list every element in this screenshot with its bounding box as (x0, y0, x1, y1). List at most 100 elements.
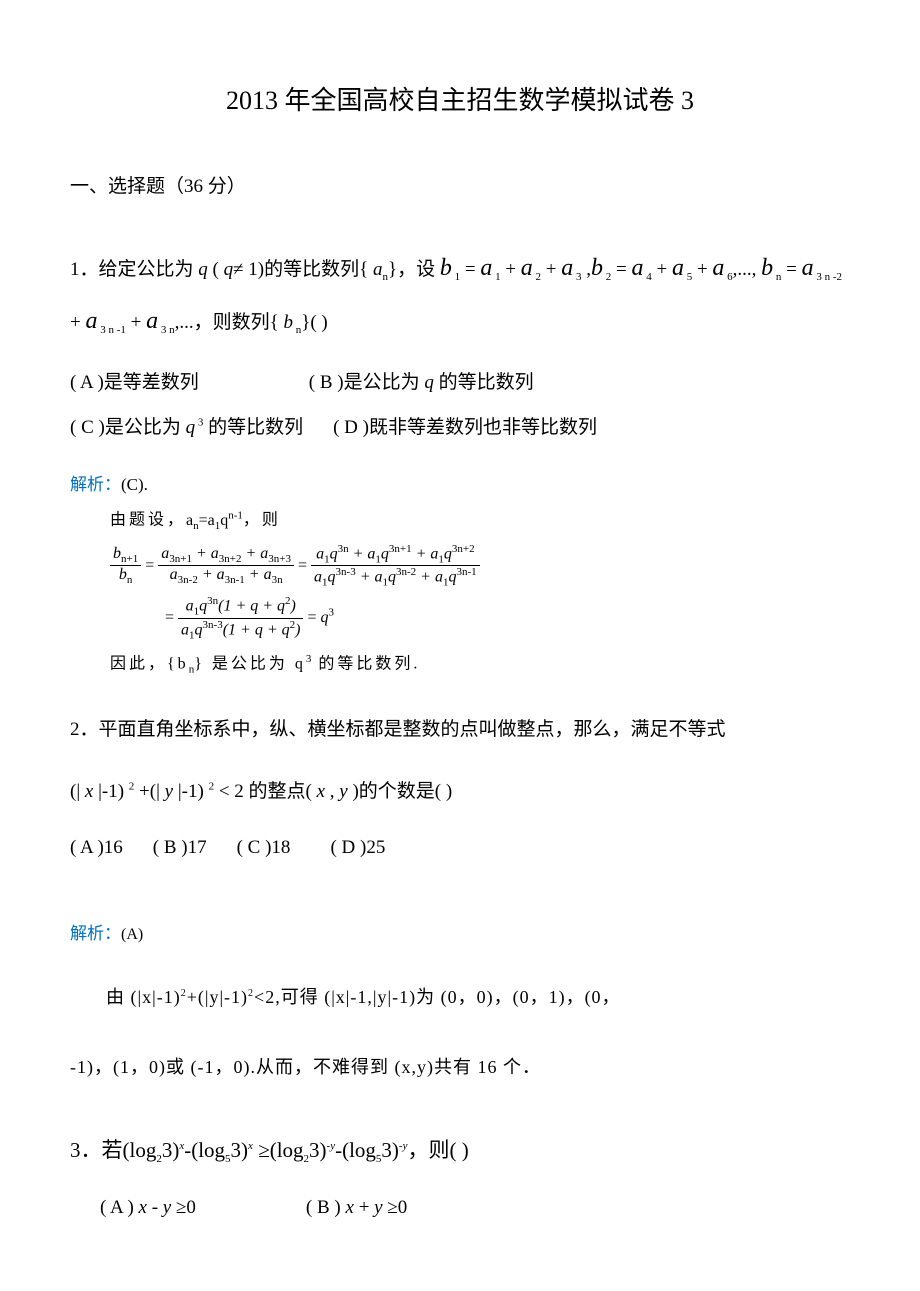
text: , (325, 781, 339, 802)
sup-ny: -y (327, 1140, 336, 1152)
q2-analysis-line2: -1)，(1，0)或 (-1，0).从而，不难得到 (x,y)共有 16 个． (70, 1048, 850, 1088)
text: + (354, 1197, 374, 1218)
var-q: q (198, 259, 208, 280)
plus: + (501, 259, 521, 280)
text: } 是公比为 q (194, 655, 306, 672)
sub: 2 (603, 271, 611, 283)
var-y: y (339, 781, 347, 802)
text: ，则 (243, 512, 281, 529)
text: +(| (134, 781, 164, 802)
sub: 5 (684, 271, 692, 283)
q1-options-line1: ( A )是等差数列( B )是公比为 q 的等比数列 (70, 360, 850, 406)
opt-b: ( B ) (306, 1197, 346, 1218)
sub: 2 (533, 271, 541, 283)
q1-analysis: 解析：(C). 由题设，an=a1qn-1，则 bn+1 bn = a3n+1 … (70, 471, 850, 679)
var-a: a (712, 255, 724, 281)
sub: 3 n -2 (814, 271, 842, 283)
opt-a: ( A )16 (70, 837, 123, 858)
text: |-1) (173, 781, 208, 802)
analysis-label: 解析： (70, 924, 121, 943)
var-q: q (186, 417, 196, 438)
frac-num: a1q3n(1 + q + q2) (178, 595, 303, 619)
var-a: a (802, 255, 814, 281)
analysis-answer: (A) (121, 926, 143, 943)
text: )的个数是( ) (348, 781, 452, 802)
text: 由题设， (110, 512, 186, 529)
opt-a: ( A )是等差数列 (70, 372, 199, 393)
var-b: b (761, 255, 773, 281)
text: ( (208, 259, 224, 280)
frac-num: a1q3n + a1q3n+1 + a1q3n+2 (311, 543, 480, 567)
text: |-1) (93, 781, 128, 802)
opt-b: ( B )是公比为 (309, 372, 425, 393)
analysis-label: 解析： (70, 475, 121, 494)
frac-num: bn+1 (110, 545, 141, 566)
var-a: a (521, 255, 533, 281)
var-a: a (85, 308, 97, 334)
opt-c: ( C )18 (237, 837, 291, 858)
opt-c-end: 的等比数列 (203, 417, 303, 438)
sub: 1 (492, 271, 500, 283)
var-a: a (146, 308, 158, 334)
plus: + (126, 312, 146, 333)
dots: ,..., (733, 259, 762, 280)
frac: a1q3n(1 + q + q2) a1q3n-3(1 + q + q2) (178, 595, 303, 641)
text: < 2 的整点( (214, 781, 317, 802)
frac-den: a1q3n-3(1 + q + q2) (178, 619, 303, 642)
q2-analysis: 解析：(A) 由 (|x|-1)2+(|y|-1)2<2,可得 (|x|-1,|… (70, 920, 850, 1087)
text: <2,可得 (|x|-1,|y|-1)为 (0，0)，(0，1)，(0， (254, 987, 621, 1007)
text: ≥0 (171, 1197, 196, 1218)
var-q: q (224, 259, 234, 280)
opt-b: ( B )17 (153, 837, 207, 858)
text: 3) (162, 1138, 180, 1162)
var-a: a (631, 255, 643, 281)
opt-d: ( D )既非等差数列也非等比数列 (333, 417, 597, 438)
plus: + (70, 312, 85, 333)
frac-num: a3n+1 + a3n+2 + a3n+3 (158, 545, 294, 566)
q2-stem1: 2．平面直角坐标系中，纵、横坐标都是整数的点叫做整点，那么，满足不等式 (70, 709, 850, 751)
q3-stem: 3．若(log23)x-(log53)x ≥(log23)-y-(log53)-… (70, 1127, 850, 1173)
q1-math-1: bn+1 bn = a3n+1 + a3n+2 + a3n+3 a3n-2 + … (110, 543, 850, 589)
sub: n (293, 324, 301, 336)
text: -(log (184, 1138, 225, 1162)
text: ≠ 1)的等比数列{ (233, 259, 373, 280)
text: 3) (309, 1138, 327, 1162)
plus: + (652, 259, 672, 280)
q1-math-2: = a1q3n(1 + q + q2) a1q3n-3(1 + q + q2) … (165, 595, 850, 641)
opt-d: ( D )25 (330, 837, 385, 858)
text: (| (70, 781, 85, 802)
q2-analysis-line1: 由 (|x|-1)2+(|y|-1)2<2,可得 (|x|-1,|y|-1)为 … (70, 978, 850, 1018)
text: }，设 (388, 259, 440, 280)
q1-conclusion: 因此，{bn} 是公比为 q3 的等比数列. (110, 651, 850, 679)
q2-stem2: (| x |-1) 2 +(| y |-1) 2 < 2 的整点( x , y … (70, 771, 850, 813)
q1-stem: 1．给定公比为 q ( q≠ 1)的等比数列{ an}，设 b 1 = a 1 … (70, 242, 850, 348)
section-header: 一、选择题（36 分） (70, 172, 850, 202)
text: ，则( ) (407, 1138, 468, 1162)
sub: 3 (573, 271, 581, 283)
formula: an=a1qn-1 (186, 512, 243, 529)
eq: = (611, 259, 631, 280)
text: ≥(log (253, 1138, 304, 1162)
var-y: y (163, 1197, 171, 1218)
text: 的等比数列. (311, 655, 420, 672)
var-y: y (374, 1197, 382, 1218)
var-q: q (424, 372, 434, 393)
opt-a: ( A ) (100, 1197, 139, 1218)
comma: , (582, 259, 592, 280)
q1-options: ( A )是等差数列( B )是公比为 q 的等比数列 ( C )是公比为 q … (70, 360, 850, 451)
var-b: b (440, 255, 452, 281)
text: ≥0 (383, 1197, 408, 1218)
q3-options: ( A ) x - y ≥0( B ) x + y ≥0 (70, 1185, 850, 1231)
var-b: b (591, 255, 603, 281)
text: 3) (231, 1138, 249, 1162)
eq: = (460, 259, 480, 280)
question-2: 2．平面直角坐标系中，纵、横坐标都是整数的点叫做整点，那么，满足不等式 (| x… (70, 709, 850, 1087)
text: 由 (|x|-1) (106, 987, 181, 1007)
var-x: x (317, 781, 325, 802)
analysis-answer: (C). (121, 475, 148, 494)
frac-den: a1q3n-3 + a1q3n-2 + a1q3n-1 (311, 566, 480, 589)
text: - (147, 1197, 163, 1218)
question-3: 3．若(log23)x-(log53)x ≥(log23)-y-(log53)-… (70, 1127, 850, 1231)
frac-den: a3n-2 + a3n-1 + a3n (158, 566, 294, 586)
exam-title: 2013 年全国高校自主招生数学模拟试卷 3 (70, 80, 850, 122)
